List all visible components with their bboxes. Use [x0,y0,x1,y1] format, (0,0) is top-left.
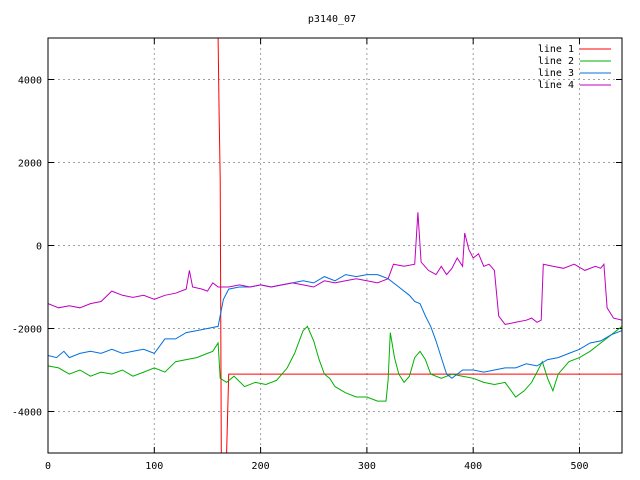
plot-frame [47,37,623,454]
legend-label: line 1 [538,44,574,55]
x-tick-label: 100 [145,461,163,472]
x-tick-label: 200 [252,461,270,472]
y-tick-label: 0 [36,242,42,253]
legend-label: line 4 [538,80,574,91]
y-tick-label: -2000 [12,325,42,336]
series-group [48,38,622,453]
axis-ticks: 0 100 200 300 400 500 -4000 -2000 0 2000 4000 [12,38,622,472]
y-tick-label: 2000 [18,159,42,170]
legend-label: line 2 [538,56,574,67]
series-line-2 [48,325,622,402]
x-tick-label: 300 [358,461,376,472]
legend-label: line 3 [538,68,574,79]
series-line-1 [217,38,622,453]
y-tick-label: 4000 [18,76,42,87]
chart-title: p3140_07 [308,14,356,25]
series-line-4 [48,212,622,325]
x-tick-label: 500 [570,461,588,472]
series-line-3 [48,274,622,379]
y-tick-label: -4000 [12,408,42,419]
x-tick-label: 400 [464,461,482,472]
x-tick-label: 0 [45,461,51,472]
